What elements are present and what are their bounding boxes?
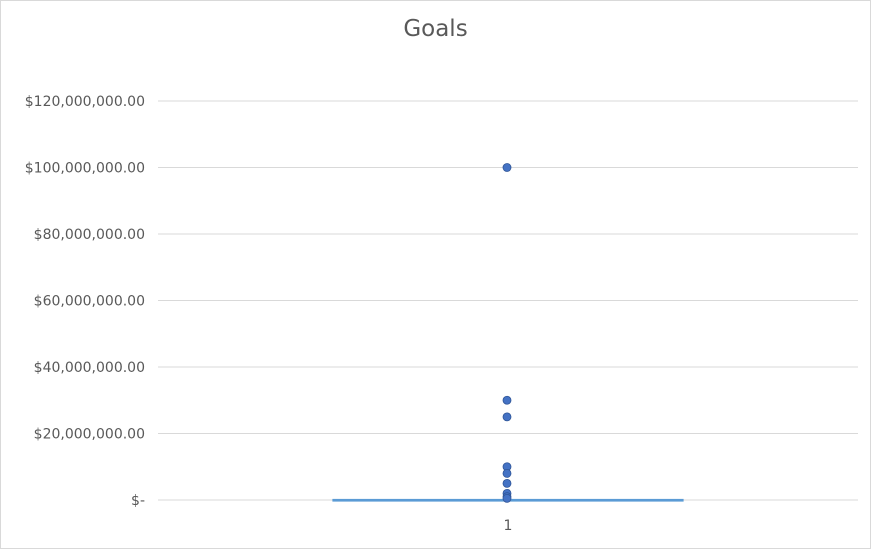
y-tick-label: $100,000,000.00 — [25, 161, 145, 177]
outlier-point — [502, 478, 512, 488]
y-tick-label: $80,000,000.00 — [34, 227, 145, 243]
outlier-point — [502, 163, 512, 172]
outlier-point — [502, 395, 512, 405]
y-tick-label: $40,000,000.00 — [34, 360, 145, 376]
outlier-point — [502, 468, 512, 478]
outlier-point — [502, 412, 512, 422]
outlier-point — [502, 493, 512, 503]
y-tick-label: $- — [131, 493, 145, 509]
y-tick-label: $120,000,000.00 — [25, 94, 145, 110]
x-tick-label: 1 — [504, 518, 513, 534]
y-tick-label: $20,000,000.00 — [34, 427, 145, 443]
y-tick-label: $60,000,000.00 — [34, 294, 145, 310]
chart-title: Goals — [403, 16, 468, 42]
